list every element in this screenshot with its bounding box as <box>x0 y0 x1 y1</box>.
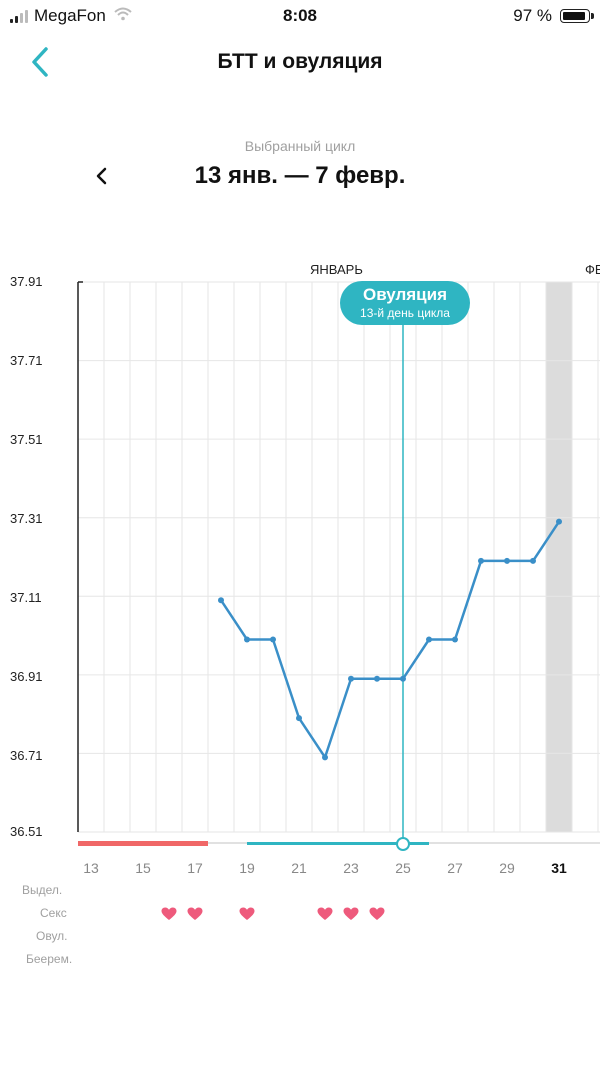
x-tick-label: 25 <box>395 860 411 876</box>
heart-icon <box>317 907 333 921</box>
ovulation-title: Овуляция <box>362 285 448 304</box>
x-tick-label: 15 <box>135 860 151 876</box>
wifi-icon <box>114 7 132 26</box>
temperature-point[interactable] <box>504 557 510 564</box>
selected-day-column <box>546 282 572 832</box>
status-bar: MegaFon 8:08 97 % <box>0 0 600 32</box>
x-tick-label: 17 <box>187 860 203 876</box>
ovulation-subtitle: 13-й день цикла <box>360 306 450 320</box>
battery-icon <box>560 9 594 23</box>
heart-icon <box>239 907 255 921</box>
y-tick-label: 36.91 <box>10 669 43 684</box>
page-title: БТТ и овуляция <box>217 50 383 73</box>
x-tick-label: 19 <box>239 860 255 876</box>
x-tick-label: 31 <box>551 860 567 876</box>
y-tick-label: 36.51 <box>10 824 43 839</box>
heart-icon <box>161 907 177 921</box>
temperature-point[interactable] <box>478 557 484 564</box>
y-tick-label: 37.31 <box>10 511 43 526</box>
legend-discharge: Выдел. <box>22 883 63 897</box>
temperature-line <box>219 520 561 759</box>
temperature-point[interactable] <box>426 636 432 643</box>
ovulation-ring-marker[interactable] <box>396 837 410 851</box>
heart-icon <box>187 907 203 921</box>
y-tick-label: 37.11 <box>10 590 42 605</box>
back-button[interactable] <box>22 42 58 82</box>
battery-percent: 97 % <box>513 6 552 25</box>
temperature-point[interactable] <box>374 675 380 682</box>
x-tick-label: 29 <box>499 860 515 876</box>
legend-ovulation: Овул. <box>36 929 68 943</box>
y-tick-label: 37.71 <box>10 353 43 368</box>
month-label-february: ФЕ <box>585 262 600 277</box>
status-time: 8:08 <box>282 6 318 25</box>
y-tick-label: 37.51 <box>10 432 43 447</box>
temperature-point[interactable] <box>296 715 302 722</box>
legend-pregnancy: Беерем. <box>26 952 73 966</box>
chevron-left-icon <box>96 167 107 185</box>
y-tick-label: 36.71 <box>10 748 43 763</box>
period-bar <box>78 841 208 846</box>
chevron-left-icon <box>32 47 48 77</box>
temperature-point[interactable] <box>400 675 406 682</box>
carrier-name: MegaFon <box>34 6 106 25</box>
status-left: MegaFon <box>10 6 132 26</box>
fertile-window-bar <box>247 842 429 845</box>
cycle-range: 13 янв. — 7 февр. <box>194 162 406 189</box>
legend-sex: Секс <box>40 906 67 920</box>
temperature-point[interactable] <box>452 636 458 643</box>
signal-icon <box>10 9 28 23</box>
temperature-point[interactable] <box>348 675 354 682</box>
temperature-point[interactable] <box>218 597 224 604</box>
temperature-point[interactable] <box>244 636 250 643</box>
temperature-point[interactable] <box>530 557 536 564</box>
heart-icon <box>369 907 385 921</box>
heart-icon <box>343 907 359 921</box>
x-tick-label: 27 <box>447 860 463 876</box>
status-right: 97 % <box>513 6 594 26</box>
cycle-label: Выбранный цикл <box>244 138 356 154</box>
previous-cycle-button[interactable] <box>86 160 116 192</box>
temperature-point[interactable] <box>556 518 562 525</box>
temperature-point[interactable] <box>270 636 276 643</box>
ovulation-marker[interactable]: Овуляция 13-й день цикла <box>340 281 470 325</box>
month-label-january: ЯНВАРЬ <box>310 262 363 277</box>
x-tick-label: 23 <box>343 860 359 876</box>
x-tick-label: 13 <box>83 860 99 876</box>
y-tick-label: 37.91 <box>10 274 43 289</box>
temperature-point[interactable] <box>322 754 328 761</box>
x-tick-label: 21 <box>291 860 307 876</box>
